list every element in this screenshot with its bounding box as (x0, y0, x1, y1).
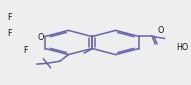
Text: O: O (157, 26, 163, 35)
Text: F: F (7, 29, 11, 38)
Text: O: O (37, 33, 44, 42)
Text: F: F (7, 13, 11, 22)
Text: F: F (23, 46, 28, 55)
Text: HO: HO (176, 43, 188, 52)
